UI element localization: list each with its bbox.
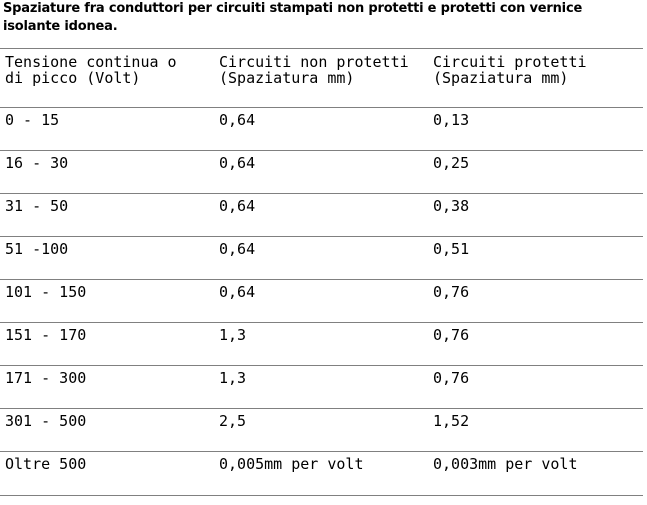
cell-voltage: 51 -100 [0,236,214,280]
header-unprotected: Circuiti non protetti (Spaziatura mm) [214,48,428,108]
spacing-table: Tensione continua o di picco (Volt) Circ… [0,48,643,496]
cell-unprotected: 0,64 [214,236,428,280]
cell-protected: 1,52 [428,408,643,452]
cell-protected: 0,13 [428,107,643,151]
table-row: 16 - 30 0,64 0,25 [0,150,643,194]
cell-protected: 0,38 [428,193,643,237]
table-row: 171 - 300 1,3 0,76 [0,365,643,409]
cell-unprotected: 1,3 [214,322,428,366]
cell-unprotected: 0,64 [214,150,428,194]
table-header-row: Tensione continua o di picco (Volt) Circ… [0,48,643,108]
table-row: Oltre 500 0,005mm per volt 0,003mm per v… [0,451,643,496]
cell-unprotected: 0,64 [214,107,428,151]
cell-unprotected: 2,5 [214,408,428,452]
header-protected: Circuiti protetti (Spaziatura mm) [428,48,643,108]
table-row: 31 - 50 0,64 0,38 [0,193,643,237]
cell-voltage: Oltre 500 [0,451,214,496]
cell-voltage: 151 - 170 [0,322,214,366]
cell-protected: 0,003mm per volt [428,451,643,496]
cell-protected: 0,51 [428,236,643,280]
cell-unprotected: 0,005mm per volt [214,451,428,496]
table-row: 51 -100 0,64 0,51 [0,236,643,280]
cell-protected: 0,76 [428,279,643,323]
cell-protected: 0,76 [428,365,643,409]
cell-voltage: 16 - 30 [0,150,214,194]
cell-unprotected: 0,64 [214,193,428,237]
cell-unprotected: 1,3 [214,365,428,409]
document-title: Spaziature fra conduttori per circuiti s… [3,1,583,34]
cell-voltage: 0 - 15 [0,107,214,151]
cell-voltage: 101 - 150 [0,279,214,323]
cell-voltage: 171 - 300 [0,365,214,409]
table-row: 301 - 500 2,5 1,52 [0,408,643,452]
table-row: 101 - 150 0,64 0,76 [0,279,643,323]
cell-unprotected: 0,64 [214,279,428,323]
cell-voltage: 301 - 500 [0,408,214,452]
table-row: 0 - 15 0,64 0,13 [0,107,643,151]
cell-voltage: 31 - 50 [0,193,214,237]
table-row: 151 - 170 1,3 0,76 [0,322,643,366]
header-voltage: Tensione continua o di picco (Volt) [0,48,214,108]
cell-protected: 0,25 [428,150,643,194]
cell-protected: 0,76 [428,322,643,366]
